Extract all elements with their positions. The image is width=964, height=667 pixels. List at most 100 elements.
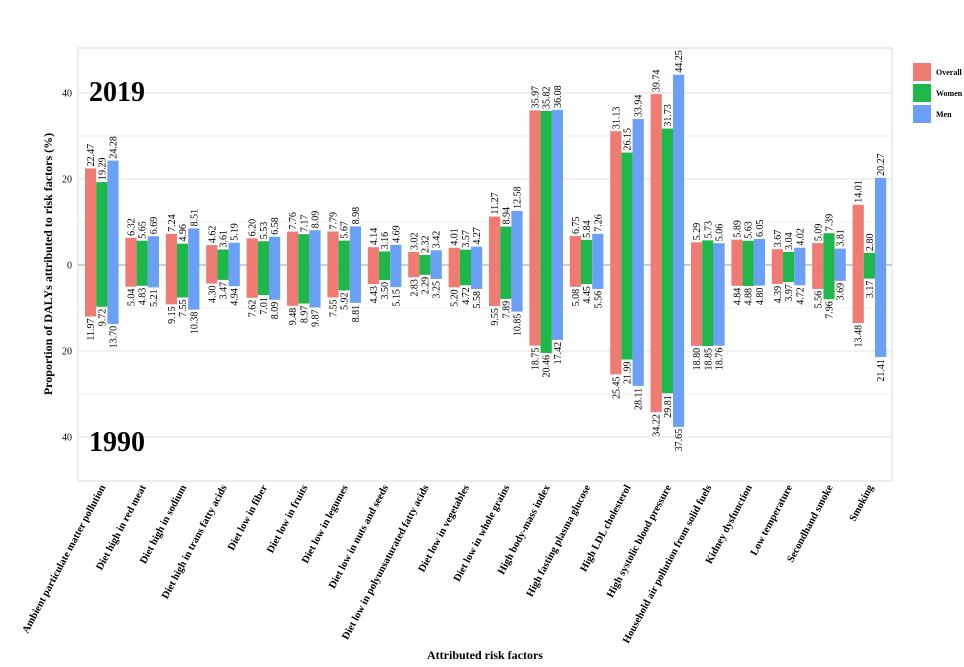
data-label-2019: 14.01	[854, 180, 865, 203]
period-label-2019: 2019	[89, 77, 145, 108]
bar-2019	[165, 233, 177, 265]
data-label-1990: 11.97	[86, 318, 97, 340]
bar-2019	[650, 94, 662, 265]
bar-1990	[540, 265, 552, 353]
data-label-1990: 4.45	[582, 286, 593, 304]
bar-2019	[246, 238, 258, 265]
bar-2019	[206, 245, 218, 265]
x-tick-label: Household air pollution from solid fuels	[621, 483, 714, 645]
bar-1990	[875, 265, 887, 358]
data-label-2019: 4.62	[207, 226, 218, 244]
data-label-1990: 5.15	[391, 289, 402, 307]
data-label-2019: 8.09	[311, 211, 322, 229]
bar-2019	[852, 204, 864, 265]
bar-2019	[632, 119, 644, 265]
data-label-2019: 11.27	[490, 192, 501, 214]
data-label-1990: 37.65	[674, 429, 685, 452]
bar-2019	[177, 243, 189, 265]
data-label-1990: 3.47	[219, 282, 230, 300]
data-label-1990: 7.01	[259, 297, 270, 315]
bar-2019	[794, 247, 806, 265]
data-label-2019: 6.05	[755, 219, 766, 237]
bar-2019	[875, 177, 887, 265]
bar-2019	[107, 160, 119, 265]
data-label-1990: 4.80	[755, 288, 766, 306]
bar-1990	[812, 265, 824, 289]
data-label-2019: 4.27	[472, 227, 483, 245]
bar-1990	[794, 265, 806, 286]
bar-2019	[408, 252, 420, 265]
data-label-1990: 4.30	[207, 285, 218, 303]
bar-1990	[107, 265, 119, 324]
data-label-2019: 6.75	[571, 216, 582, 234]
data-label-2019: 3.81	[836, 229, 847, 247]
bar-2019	[834, 248, 846, 265]
data-label-1990: 21.41	[876, 359, 887, 382]
bar-1990	[349, 265, 361, 303]
bar-1990	[228, 265, 240, 287]
x-tick-label: Diet low in fruits	[265, 483, 310, 555]
data-label-2019: 7.24	[167, 214, 178, 232]
x-tick-label: Low temperature	[749, 483, 796, 558]
data-label-2019: 5.89	[733, 220, 744, 238]
data-label-2019: 4.69	[391, 225, 402, 243]
legend-swatch	[913, 105, 931, 123]
bar-1990	[177, 265, 189, 298]
bar-2019	[489, 216, 501, 265]
bar-1990	[661, 265, 673, 394]
data-label-2019: 5.63	[744, 221, 755, 239]
data-label-1990: 7.55	[178, 299, 189, 317]
bar-2019	[338, 240, 350, 265]
bar-2019	[540, 110, 552, 265]
bar-1990	[379, 265, 391, 281]
data-label-1990: 8.09	[270, 302, 281, 320]
grid-lines	[77, 47, 893, 482]
bar-1990	[551, 265, 563, 340]
data-label-2019: 19.29	[97, 158, 108, 181]
bar-1990	[287, 265, 299, 306]
bar-2019	[753, 238, 765, 265]
x-tick-label: Diet low in legumes	[300, 483, 351, 565]
y-tick-label: 40	[62, 89, 72, 100]
bar-2019	[269, 236, 281, 265]
x-tick-label: Kidney dysfunction	[704, 483, 755, 566]
data-label-1990: 7.89	[501, 301, 512, 319]
data-label-2019: 7.26	[593, 214, 604, 232]
x-tick-label: Smoking	[848, 483, 877, 524]
y-axis-title: Proportion of DALYs attributed to risk f…	[41, 133, 55, 395]
x-tick-label: Diet low in fiber	[226, 483, 270, 553]
bar-2019	[136, 240, 148, 265]
data-label-2019: 7.17	[299, 215, 310, 233]
bar-1990	[511, 265, 523, 312]
bar-1990	[731, 265, 743, 286]
data-label-2019: 2.80	[865, 233, 876, 251]
data-label-2019: 6.32	[127, 218, 138, 236]
bar-1990	[691, 265, 703, 346]
bar-1990	[500, 265, 512, 299]
bar-1990	[206, 265, 218, 284]
data-label-1990: 20.46	[542, 355, 553, 378]
data-label-2019: 6.58	[270, 217, 281, 235]
bar-1990	[165, 265, 177, 305]
data-label-1990: 4.84	[733, 288, 744, 306]
bar-2019	[125, 237, 137, 265]
bar-1990	[632, 265, 644, 386]
data-label-2019: 4.96	[178, 224, 189, 242]
data-label-1990: 3.50	[380, 282, 391, 300]
data-label-2019: 3.16	[380, 232, 391, 250]
data-label-1990: 10.38	[189, 312, 200, 335]
data-label-1990: 18.80	[692, 348, 703, 371]
data-label-2019: 31.73	[663, 104, 674, 127]
bar-1990	[125, 265, 137, 287]
bar-1990	[448, 265, 460, 288]
bar-1990	[298, 265, 310, 304]
data-label-1990: 4.72	[461, 287, 472, 305]
bar-2019	[147, 236, 159, 265]
data-label-1990: 18.76	[715, 348, 726, 371]
x-tick-label: Secondhand smoke	[786, 483, 836, 564]
bar-1990	[327, 265, 339, 298]
data-label-1990: 13.70	[109, 326, 120, 349]
y-tick-label: 20	[62, 175, 72, 186]
data-label-2019: 36.08	[553, 85, 564, 108]
